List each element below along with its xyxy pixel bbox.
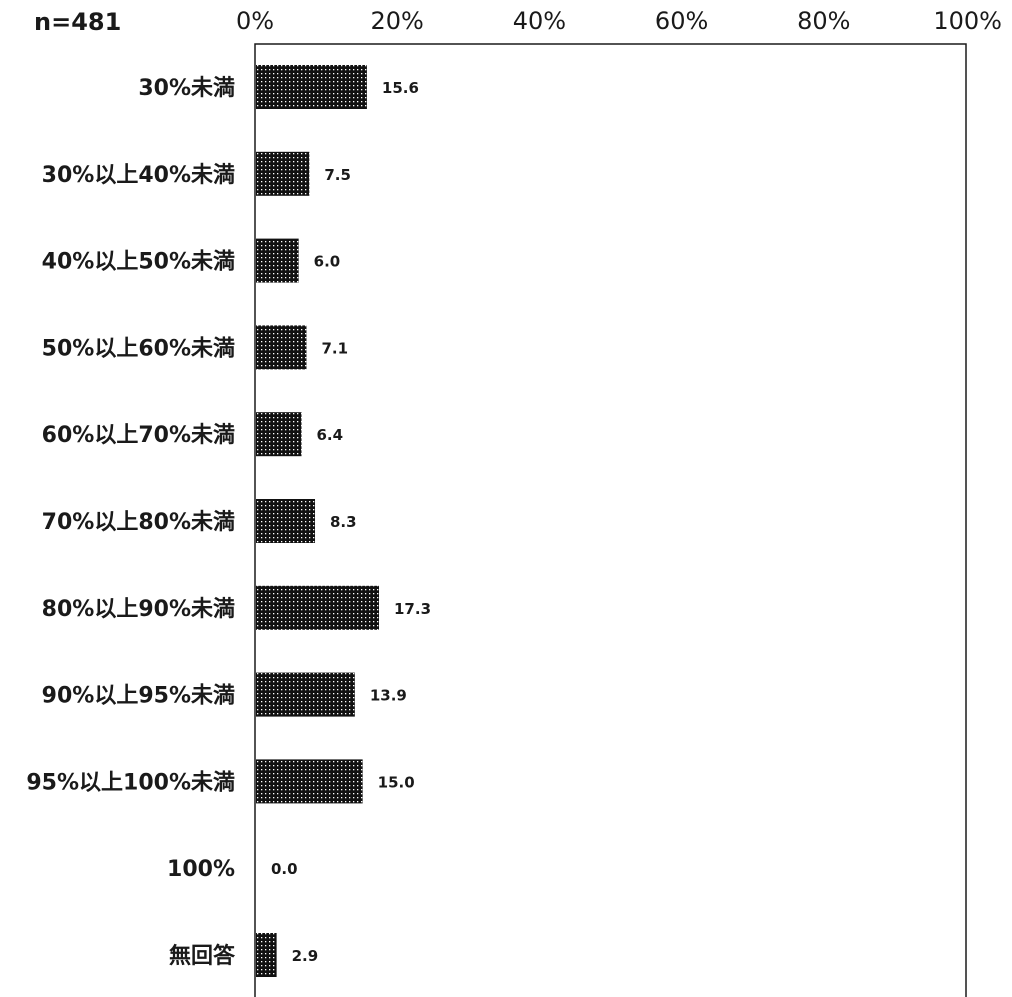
category-label: 無回答 bbox=[169, 943, 236, 969]
category-label: 90%以上95%未満 bbox=[42, 683, 235, 709]
value-label: 15.0 bbox=[378, 773, 415, 791]
category-label: 95%以上100%未満 bbox=[26, 769, 235, 795]
value-label: 7.5 bbox=[324, 166, 351, 184]
category-label: 30%以上40%未満 bbox=[42, 162, 235, 188]
x-tick-label: 100% bbox=[933, 7, 1002, 35]
category-label: 80%以上90%未満 bbox=[42, 596, 235, 622]
x-tick-label: 40% bbox=[513, 7, 566, 35]
bars bbox=[256, 65, 380, 977]
x-tick-label: 0% bbox=[236, 7, 274, 35]
bar bbox=[256, 672, 355, 717]
bar bbox=[256, 238, 299, 283]
value-label: 7.1 bbox=[321, 339, 348, 357]
category-label: 60%以上70%未満 bbox=[42, 422, 235, 448]
sample-size-label: n=481 bbox=[34, 8, 121, 36]
plot-frame bbox=[254, 43, 967, 997]
x-axis-ticks: 0% 20% 40% 60% 80% 100% bbox=[236, 7, 1002, 35]
value-label: 15.6 bbox=[382, 79, 419, 97]
value-label: 6.0 bbox=[314, 253, 341, 271]
value-label: 13.9 bbox=[370, 687, 407, 705]
category-label: 70%以上80%未満 bbox=[42, 509, 235, 535]
category-label: 100% bbox=[167, 857, 235, 882]
bar bbox=[256, 325, 307, 370]
category-label: 30%未満 bbox=[138, 75, 235, 101]
x-tick-label: 20% bbox=[371, 7, 424, 35]
category-label: 50%以上60%未満 bbox=[42, 335, 235, 361]
bar bbox=[256, 65, 367, 109]
value-label: 17.3 bbox=[394, 600, 431, 618]
bar bbox=[256, 933, 277, 977]
bar bbox=[256, 585, 380, 630]
value-label: 6.4 bbox=[317, 426, 344, 444]
category-labels: 30%未満 30%以上40%未満 40%以上50%未満 50%以上60%未満 60%以上… bbox=[26, 75, 236, 969]
x-tick-label: 80% bbox=[797, 7, 850, 35]
bar bbox=[256, 412, 302, 457]
value-label: 2.9 bbox=[292, 947, 319, 965]
bar bbox=[256, 151, 310, 196]
category-label: 40%以上50%未満 bbox=[42, 249, 235, 275]
bar bbox=[256, 499, 316, 543]
value-labels: 15.6 7.5 6.0 7.1 6.4 8.3 17.3 13.9 15.0 0.0 2.9 bbox=[271, 79, 431, 965]
value-label: 0.0 bbox=[271, 860, 298, 878]
value-label: 8.3 bbox=[330, 513, 357, 531]
x-tick-label: 60% bbox=[655, 7, 708, 35]
bar bbox=[256, 759, 363, 804]
